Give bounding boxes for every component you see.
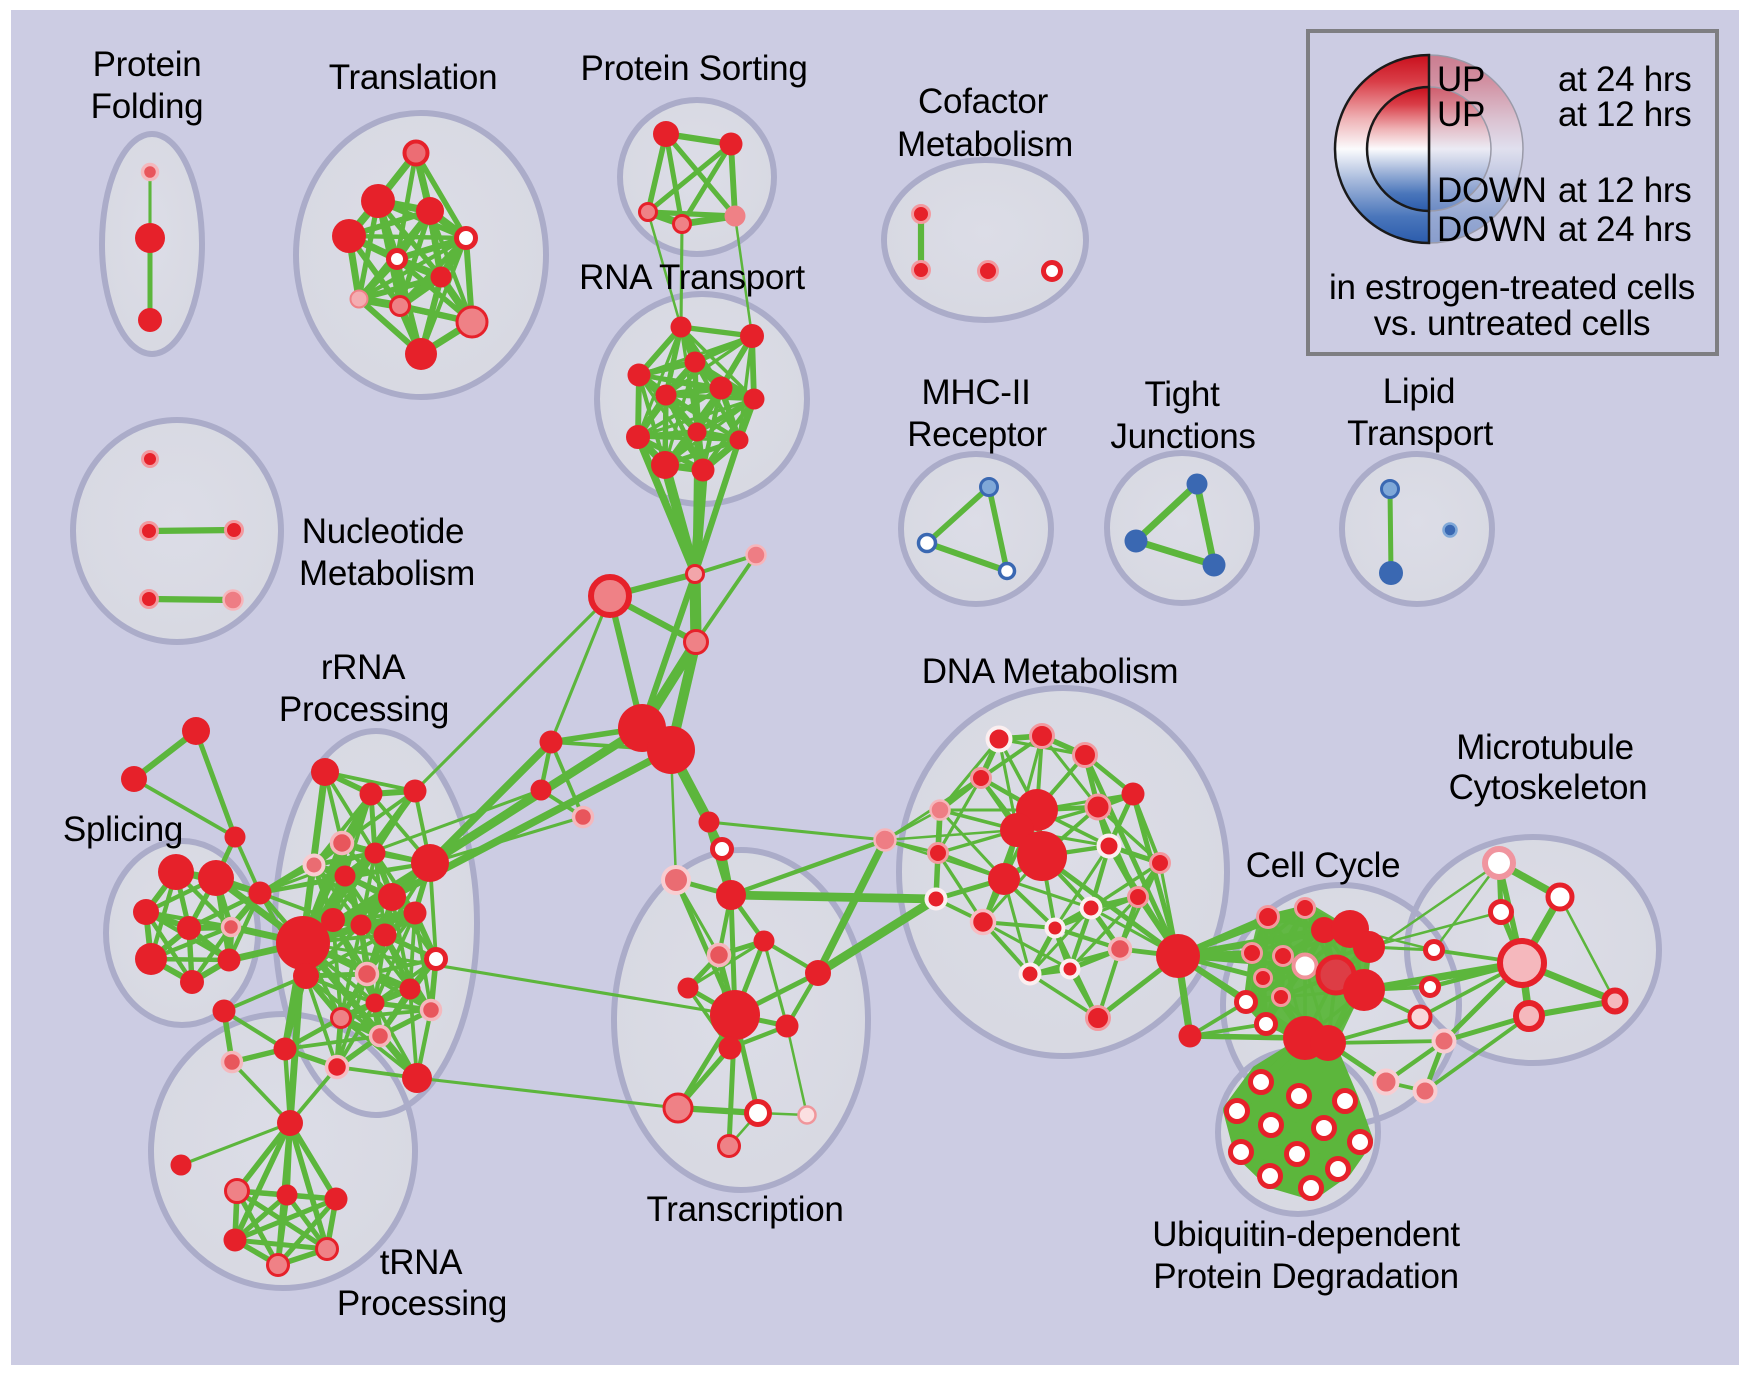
svg-text:vs. untreated cells: vs. untreated cells (1374, 304, 1650, 343)
svg-text:tRNA: tRNA (380, 1243, 463, 1282)
svg-text:in estrogen-treated cells: in estrogen-treated cells (1329, 268, 1695, 307)
svg-text:Cell Cycle: Cell Cycle (1246, 846, 1401, 885)
svg-text:at 24 hrs: at 24 hrs (1558, 60, 1692, 99)
svg-text:Protein: Protein (93, 45, 202, 84)
svg-text:Junctions: Junctions (1110, 417, 1255, 456)
svg-text:Metabolism: Metabolism (299, 554, 475, 593)
svg-text:Cofactor: Cofactor (918, 82, 1049, 121)
svg-text:Processing: Processing (279, 690, 449, 729)
svg-text:Ubiquitin-dependent: Ubiquitin-dependent (1152, 1215, 1460, 1254)
svg-text:RNA Transport: RNA Transport (579, 258, 805, 297)
svg-text:Microtubule: Microtubule (1456, 728, 1634, 767)
svg-text:rRNA: rRNA (321, 648, 406, 687)
svg-text:DNA Metabolism: DNA Metabolism (922, 652, 1178, 691)
svg-text:Metabolism: Metabolism (897, 125, 1073, 164)
svg-text:UP: UP (1437, 60, 1485, 99)
svg-text:Nucleotide: Nucleotide (302, 512, 464, 551)
svg-text:at 12 hrs: at 12 hrs (1558, 95, 1692, 134)
svg-text:at 24 hrs: at 24 hrs (1558, 210, 1692, 249)
svg-text:DOWN: DOWN (1437, 210, 1547, 249)
svg-text:Receptor: Receptor (907, 415, 1047, 454)
svg-text:Processing: Processing (337, 1284, 507, 1323)
svg-text:Splicing: Splicing (63, 810, 183, 849)
svg-text:DOWN: DOWN (1437, 171, 1547, 210)
svg-text:Cytoskeleton: Cytoskeleton (1449, 768, 1648, 807)
svg-text:Tight: Tight (1144, 375, 1220, 414)
svg-text:Transcription: Transcription (646, 1190, 843, 1229)
svg-text:MHC-II: MHC-II (921, 373, 1030, 412)
svg-text:Lipid: Lipid (1383, 372, 1455, 411)
svg-text:Transport: Transport (1347, 414, 1493, 453)
svg-text:at 12 hrs: at 12 hrs (1558, 171, 1692, 210)
svg-text:Protein Degradation: Protein Degradation (1153, 1257, 1459, 1296)
svg-text:Translation: Translation (329, 58, 498, 97)
svg-text:Protein Sorting: Protein Sorting (580, 49, 807, 88)
svg-text:Folding: Folding (91, 87, 204, 126)
svg-text:UP: UP (1437, 95, 1485, 134)
